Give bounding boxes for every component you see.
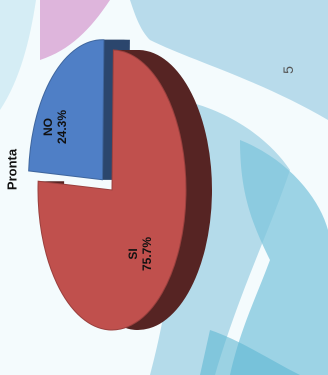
slice-value-si: 75.7% [140,236,154,272]
slice-value-no: 24.3% [55,109,69,145]
decor-right-shape [230,140,328,375]
pie-slice-si [37,49,187,331]
page-number: 5 [280,66,296,74]
slice-category-no: NO [41,118,55,136]
slice-label-si: SI 75.7% [126,216,154,292]
pie-slice-no [28,39,105,181]
decor-left-shape [0,0,36,110]
chart-title: Pronta [4,148,20,191]
decor-top-shape [130,0,328,120]
decor-pink-shape [40,0,110,60]
pie-slices [28,39,187,331]
decor-bottom-shape [200,330,300,375]
slice-label-no: NO 24.3% [41,97,69,157]
slice-category-si: SI [126,248,140,260]
